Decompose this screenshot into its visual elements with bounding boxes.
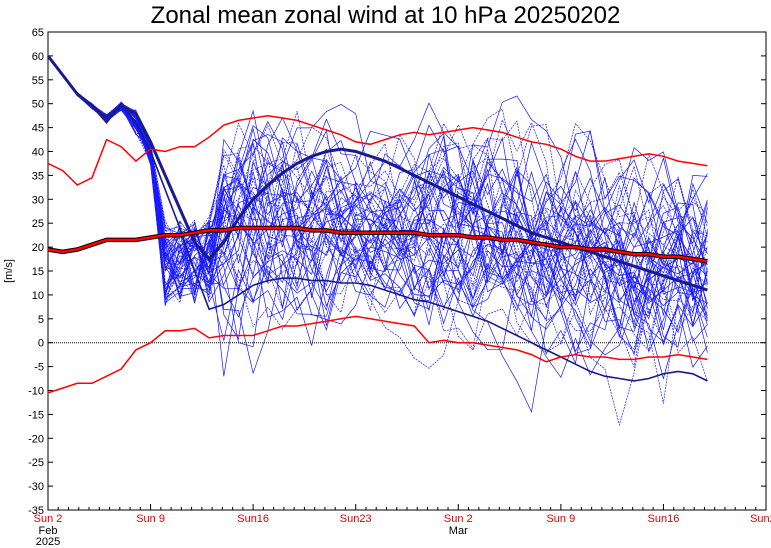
ensemble-low-line [47, 55, 708, 382]
ensemble-member-line [47, 55, 708, 375]
x-tick-label: Sun23 [340, 513, 372, 525]
x-tick-label: Sun 9 [546, 513, 575, 525]
ensemble-member-line [47, 55, 708, 348]
x-tick-sublabel-2: 2025 [36, 536, 60, 548]
ensemble-member-line [47, 55, 708, 306]
ensemble-member-line [47, 55, 708, 356]
y-tick-label: -30 [28, 481, 44, 493]
y-tick-label: 40 [32, 147, 44, 159]
y-tick-label: 5 [38, 314, 44, 326]
x-tick-sublabel: Feb [39, 525, 58, 537]
ensemble-member-line [47, 55, 708, 350]
x-tick-sublabel: Mar [449, 525, 468, 537]
x-tick-label: Sun16 [648, 513, 680, 525]
ensemble-member-line [47, 55, 708, 331]
ensemble-member-line [47, 55, 708, 344]
y-tick-label: 10 [32, 290, 44, 302]
ensemble-member-line [47, 55, 708, 365]
ensemble-member-line [47, 55, 708, 325]
y-ticks: 65605550454035302520151050-5-10-15-20-25… [28, 27, 766, 517]
y-tick-label: 35 [32, 170, 44, 182]
x-tick-label: Sun 2 [444, 513, 473, 525]
upper-percentile-line [47, 114, 708, 186]
x-tick-label: Sun 2 [34, 513, 63, 525]
y-tick-label: 30 [32, 194, 44, 206]
ensemble-member-line [47, 55, 708, 297]
x-tick-label: Sun 9 [136, 513, 165, 525]
series-lines [46, 54, 708, 394]
y-tick-label: 55 [32, 75, 44, 87]
y-tick-label: 50 [32, 99, 44, 111]
y-tick-label: 65 [32, 27, 44, 39]
ensemble-member-line [47, 55, 708, 380]
y-tick-label: 45 [32, 123, 44, 135]
ensemble-member-line [47, 55, 708, 369]
y-tick-label: 60 [32, 51, 44, 63]
y-tick-label: 15 [32, 266, 44, 278]
chart-title: Zonal mean zonal wind at 10 hPa 20250202 [150, 2, 621, 29]
ensemble-member-line [47, 55, 708, 350]
y-tick-label: -10 [28, 386, 44, 398]
y-tick-label: -20 [28, 433, 44, 445]
ensemble-mean-line [47, 226, 708, 263]
ensemble-lines [47, 55, 708, 427]
ensemble-member-line [47, 55, 708, 369]
ensemble-member-line [47, 55, 708, 316]
ensemble-member-line [47, 55, 708, 349]
ensemble-member-line [47, 55, 708, 354]
y-axis-label: [m/s] [3, 259, 15, 283]
y-tick-label: -35 [28, 505, 44, 517]
y-tick-label: -15 [28, 409, 44, 421]
control-forecast-line [46, 54, 708, 292]
y-tick-label: 0 [38, 338, 44, 350]
y-tick-label: 25 [32, 218, 44, 230]
y-tick-label: -25 [28, 457, 44, 469]
lower-percentile-line [47, 315, 708, 394]
x-tick-label: Sun16 [237, 513, 269, 525]
x-tick-label: Sun23 [750, 513, 771, 525]
y-tick-label: -5 [34, 362, 44, 374]
ensemble-member-line [47, 55, 708, 351]
y-tick-label: 20 [32, 242, 44, 254]
